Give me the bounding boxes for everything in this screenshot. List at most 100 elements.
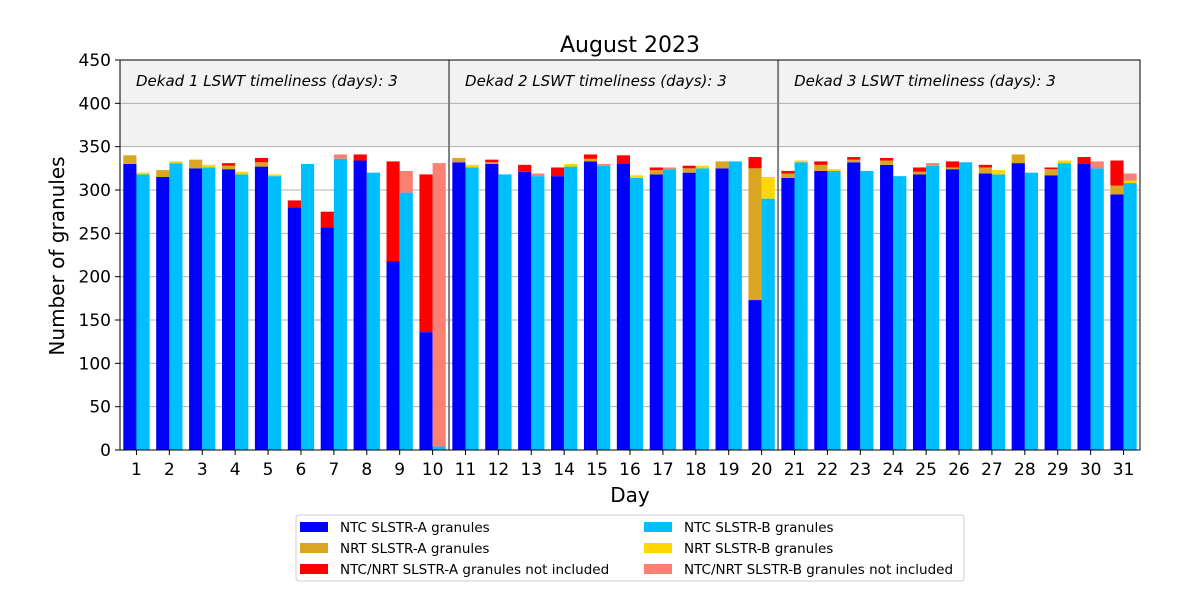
x-tick-label: 26 bbox=[948, 460, 970, 480]
bar-nrt-slstr-a-granules bbox=[123, 155, 137, 164]
bar-ntc-nrt-slstr-a-granules-not-included bbox=[485, 159, 499, 163]
bar-ntc-nrt-slstr-a-granules-not-included bbox=[1044, 167, 1058, 170]
x-tick-label: 18 bbox=[685, 460, 707, 480]
bar-ntc-slstr-b-granules bbox=[333, 158, 348, 451]
x-tick-label: 24 bbox=[882, 460, 904, 480]
bar-ntc-nrt-slstr-a-granules-not-included bbox=[353, 154, 367, 161]
bar-ntc-slstr-a-granules bbox=[320, 227, 334, 450]
x-tick-label: 22 bbox=[817, 460, 839, 480]
bar-ntc-slstr-b-granules bbox=[531, 176, 545, 450]
bar-ntc-nrt-slstr-a-granules-not-included bbox=[616, 155, 630, 164]
bar-ntc-slstr-a-granules bbox=[748, 300, 762, 450]
x-tick-label: 4 bbox=[230, 460, 241, 480]
bar-ntc-nrt-slstr-a-granules-not-included bbox=[945, 161, 960, 168]
x-tick-label: 1 bbox=[131, 460, 142, 480]
bar-ntc-slstr-b-granules bbox=[1024, 172, 1038, 450]
x-tick-label: 19 bbox=[718, 460, 740, 480]
x-tick-label: 16 bbox=[619, 460, 641, 480]
legend: NTC SLSTR-A granules NRT SLSTR-A granules… bbox=[295, 514, 965, 582]
bar-ntc-nrt-slstr-b-granules-not-included bbox=[1123, 173, 1137, 181]
x-tick-label: 7 bbox=[328, 460, 339, 480]
bar-ntc-nrt-slstr-a-granules-not-included bbox=[781, 170, 795, 174]
bar-ntc-slstr-a-granules bbox=[189, 168, 203, 451]
bar-ntc-nrt-slstr-b-granules-not-included bbox=[432, 163, 446, 447]
bar-ntc-slstr-a-granules bbox=[386, 261, 400, 450]
bar-ntc-slstr-a-granules bbox=[485, 164, 499, 450]
bar-ntc-slstr-a-granules bbox=[254, 166, 269, 450]
bar-ntc-slstr-b-granules bbox=[564, 166, 578, 450]
bar-nrt-slstr-b-granules bbox=[1057, 160, 1071, 164]
y-tick-label: 100 bbox=[79, 354, 111, 374]
bar-ntc-slstr-b-granules bbox=[662, 169, 677, 450]
bar-ntc-slstr-a-granules bbox=[518, 171, 532, 451]
bar-ntc-slstr-b-granules bbox=[399, 192, 413, 450]
x-tick-label: 9 bbox=[394, 460, 405, 480]
bar-ntc-nrt-slstr-a-granules-not-included bbox=[748, 157, 762, 169]
bar-ntc-nrt-slstr-a-granules-not-included bbox=[814, 161, 828, 165]
bar-nrt-slstr-a-granules bbox=[583, 158, 598, 162]
bar-nrt-slstr-b-granules bbox=[564, 164, 578, 167]
x-tick-label: 8 bbox=[361, 460, 372, 480]
bar-ntc-slstr-b-granules bbox=[169, 163, 183, 450]
x-tick-label: 2 bbox=[164, 460, 175, 480]
bar-ntc-slstr-b-granules bbox=[893, 176, 907, 450]
bar-ntc-slstr-b-granules bbox=[498, 174, 512, 450]
bar-ntc-slstr-a-granules bbox=[1077, 164, 1091, 450]
bar-ntc-slstr-b-granules bbox=[202, 167, 216, 450]
bar-nrt-slstr-b-granules bbox=[1123, 180, 1137, 184]
bar-nrt-slstr-a-granules bbox=[1110, 185, 1124, 195]
x-tick-label: 14 bbox=[553, 460, 575, 480]
bar-ntc-slstr-b-granules bbox=[1090, 168, 1104, 451]
bar-ntc-slstr-a-granules bbox=[1110, 194, 1124, 450]
legend-swatch bbox=[300, 543, 328, 553]
bar-nrt-slstr-a-granules bbox=[945, 167, 960, 170]
bar-ntc-slstr-a-granules bbox=[847, 162, 861, 450]
x-tick-label: 23 bbox=[850, 460, 872, 480]
bar-ntc-nrt-slstr-a-granules-not-included bbox=[254, 157, 269, 163]
x-tick-label: 31 bbox=[1113, 460, 1135, 480]
bar-ntc-slstr-a-granules bbox=[353, 160, 367, 451]
y-axis-label: Number of granules bbox=[45, 156, 69, 355]
bar-nrt-slstr-a-granules bbox=[222, 165, 236, 170]
bar-ntc-slstr-a-granules bbox=[715, 168, 729, 451]
bar-nrt-slstr-b-granules bbox=[761, 177, 775, 199]
bar-ntc-slstr-b-granules bbox=[630, 177, 644, 450]
bar-nrt-slstr-a-granules bbox=[682, 168, 696, 173]
x-axis-label: Day bbox=[610, 483, 650, 507]
legend-swatch bbox=[300, 522, 328, 532]
legend-swatch bbox=[644, 522, 672, 532]
bar-nrt-slstr-b-granules bbox=[202, 164, 216, 168]
x-tick-label: 3 bbox=[197, 460, 208, 480]
bar-ntc-slstr-b-granules bbox=[366, 172, 380, 450]
bar-ntc-nrt-slstr-a-granules-not-included bbox=[287, 200, 301, 208]
bar-ntc-slstr-a-granules bbox=[945, 169, 960, 450]
x-tick-label: 30 bbox=[1080, 460, 1102, 480]
bar-ntc-slstr-b-granules bbox=[1057, 163, 1071, 450]
bar-ntc-nrt-slstr-a-granules-not-included bbox=[1110, 160, 1124, 186]
plot-area: Dekad 1 LSWT timeliness (days): 3 Dekad 2… bbox=[79, 51, 1141, 480]
bar-ntc-slstr-a-granules bbox=[452, 162, 466, 450]
bar-nrt-slstr-b-granules bbox=[827, 169, 841, 171]
legend-entry: NTC SLSTR-A granules bbox=[340, 520, 490, 536]
bar-nrt-slstr-b-granules bbox=[630, 175, 644, 178]
bar-nrt-slstr-b-granules bbox=[695, 165, 709, 169]
bar-nrt-slstr-a-granules bbox=[1011, 154, 1025, 164]
bar-nrt-slstr-a-granules bbox=[715, 161, 729, 169]
x-tick-label: 15 bbox=[586, 460, 608, 480]
legend-entry: NTC/NRT SLSTR-B granules not included bbox=[684, 562, 953, 578]
bar-ntc-nrt-slstr-a-granules-not-included bbox=[386, 161, 400, 262]
x-tick-label: 11 bbox=[455, 460, 477, 480]
bar-ntc-slstr-b-granules bbox=[728, 161, 742, 450]
bar-nrt-slstr-a-granules bbox=[452, 157, 466, 163]
dekad-label: Dekad 3 LSWT timeliness (days): 3 bbox=[794, 72, 1056, 90]
bar-ntc-nrt-slstr-b-granules-not-included bbox=[333, 154, 348, 159]
bar-ntc-slstr-a-granules bbox=[156, 177, 170, 450]
bar-ntc-slstr-b-granules bbox=[991, 174, 1006, 450]
legend-entry: NTC SLSTR-B granules bbox=[684, 520, 834, 536]
bar-ntc-slstr-a-granules bbox=[1044, 175, 1058, 450]
bar-nrt-slstr-a-granules bbox=[189, 159, 203, 169]
bar-ntc-nrt-slstr-a-granules-not-included bbox=[649, 167, 663, 171]
bar-ntc-nrt-slstr-a-granules-not-included bbox=[419, 174, 433, 333]
bar-ntc-slstr-b-granules bbox=[860, 170, 874, 450]
bar-ntc-slstr-a-granules bbox=[781, 177, 795, 450]
